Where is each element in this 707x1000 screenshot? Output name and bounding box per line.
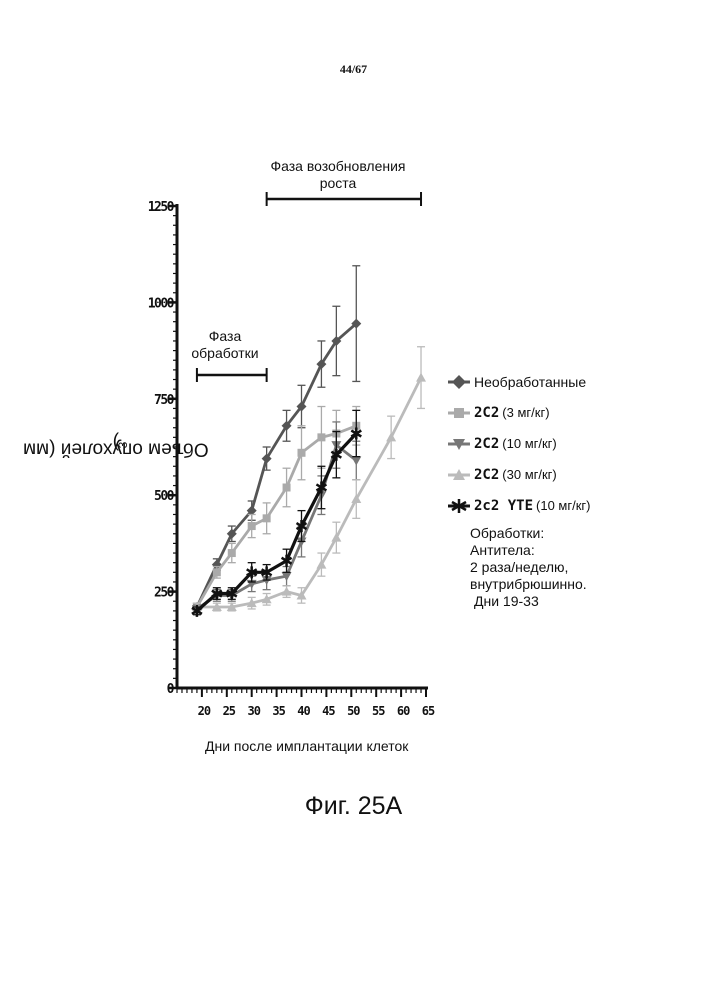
x-tick-label: 30 — [247, 704, 260, 718]
legend: Необработанные 2C2 (3 мг/кг) 2C2 (10 мг/… — [448, 366, 590, 521]
series-line — [197, 378, 421, 607]
x-tick-label: 20 — [198, 704, 211, 718]
legend-label-2c2-3: 2C2 — [474, 405, 499, 421]
notes-line-3: 2 раза/неделю, — [470, 559, 587, 576]
legend-marker-triangle-up — [448, 467, 470, 483]
data-point-square — [248, 522, 256, 530]
x-tick-label: 60 — [397, 704, 410, 718]
x-tick-label: 25 — [223, 704, 236, 718]
x-tick-label: 45 — [322, 704, 335, 718]
legend-marker-star — [448, 498, 470, 514]
x-tick-label: 40 — [297, 704, 310, 718]
x-tick-label: 50 — [347, 704, 360, 718]
series-line — [197, 445, 356, 609]
x-tick-label: 55 — [372, 704, 385, 718]
y-tick-label: 500 — [154, 489, 175, 504]
data-point-square — [317, 433, 325, 441]
legend-marker-square — [448, 405, 470, 421]
y-tick-label: 1000 — [148, 296, 175, 311]
treatment-notes: Обработки: Антитела: 2 раза/неделю, внут… — [470, 525, 587, 610]
y-tick-label: 0 — [167, 682, 175, 697]
legend-label-untreated: Необработанные — [474, 374, 586, 390]
data-point-square — [213, 568, 221, 576]
data-point-triangle-up — [331, 533, 341, 542]
legend-label-2c2-yte: 2c2 YTE — [474, 498, 533, 514]
legend-label-2c2-30: 2C2 — [474, 467, 499, 483]
legend-item-2c2-3: 2C2 (3 мг/кг) — [448, 397, 590, 428]
legend-label-2c2-10: 2C2 — [474, 436, 499, 452]
y-axis-label-end: ) — [113, 431, 119, 453]
figure-caption: Фиг. 25А — [0, 792, 707, 821]
y-tick-label: 1250 — [148, 200, 175, 215]
legend-item-2c2-30: 2C2 (30 мг/кг) — [448, 459, 590, 490]
y-tick-label: 250 — [154, 586, 175, 601]
legend-item-untreated: Необработанные — [448, 366, 590, 397]
notes-line-2: Антитела: — [470, 542, 587, 559]
data-point-triangle-down — [351, 456, 361, 465]
phase-brackets — [197, 192, 421, 382]
y-tick-label: 750 — [154, 393, 175, 408]
notes-line-5: Дни 19-33 — [470, 593, 587, 610]
series-1 — [193, 407, 360, 612]
legend-marker-diamond — [448, 374, 470, 390]
legend-dose-2c2-30: (30 мг/кг) — [502, 467, 556, 482]
x-tick-label: 65 — [422, 704, 435, 718]
notes-line-4: внутрибрюшинно. — [470, 576, 587, 593]
legend-dose-2c2-10: (10 мг/кг) — [502, 436, 556, 451]
x-tick-label: 35 — [272, 704, 285, 718]
series-3 — [192, 347, 426, 611]
data-point-square — [263, 514, 271, 522]
legend-item-2c2-10: 2C2 (10 мг/кг) — [448, 428, 590, 459]
data-point-square — [228, 549, 236, 557]
legend-marker-triangle-down — [448, 436, 470, 452]
notes-line-1: Обработки: — [470, 525, 587, 542]
data-point-square — [283, 483, 291, 491]
x-axis-label-text: Дни после имплантации клеток — [205, 738, 408, 754]
legend-dose-2c2-3: (3 мг/кг) — [502, 405, 549, 420]
legend-dose-2c2-yte: (10 мг/кг) — [536, 498, 590, 513]
data-point-triangle-up — [386, 432, 396, 441]
series-layer — [192, 266, 426, 617]
legend-item-2c2-yte: 2c2 YTE (10 мг/кг) — [448, 490, 590, 521]
tumor-volume-chart: 0 250 500 750 1000 1250 20 25 30 35 40 45 50 55 60 65 — [0, 0, 707, 1000]
data-point-triangle-up — [416, 373, 426, 382]
data-point-square — [298, 449, 306, 457]
